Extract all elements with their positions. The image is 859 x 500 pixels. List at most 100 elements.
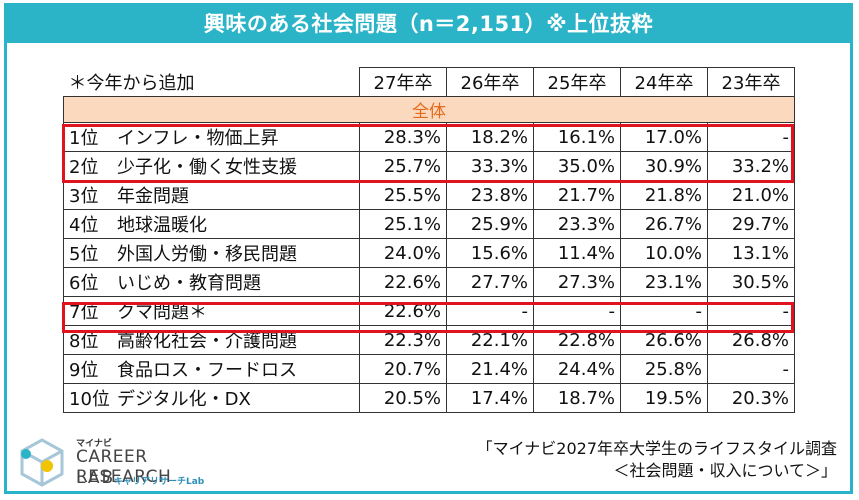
- row-value: 20.5%: [359, 383, 447, 413]
- row-category: 9位 食品ロス・フードロス: [63, 354, 360, 384]
- table-row: 4位 地球温暖化 25.1% 25.9% 23.3% 26.7% 29.7%: [63, 209, 795, 239]
- row-rank: 5位: [69, 244, 99, 265]
- row-value: 23.1%: [620, 267, 708, 297]
- table-row: 5位 外国人労働・移民問題 24.0% 15.6% 11.4% 10.0% 13.1%: [63, 238, 795, 268]
- row-value: 17.0%: [620, 122, 708, 152]
- row-category: 10位 デジタル化・DX: [63, 383, 360, 413]
- row-value: 11.4%: [533, 238, 621, 268]
- row-value: 25.9%: [446, 209, 534, 239]
- row-label: インフレ・物価上昇: [117, 128, 279, 149]
- row-value: -: [707, 354, 795, 384]
- row-value: 26.8%: [707, 325, 795, 355]
- row-value: 22.6%: [359, 267, 447, 297]
- table-row: 1位 インフレ・物価上昇 28.3% 18.2% 16.1% 17.0% -: [63, 122, 795, 152]
- column-header: 23年卒: [707, 67, 795, 97]
- table-row: 9位 食品ロス・フードロス 20.7% 21.4% 24.4% 25.8% -: [63, 354, 795, 384]
- row-value: 24.0%: [359, 238, 447, 268]
- row-label: デジタル化・DX: [117, 389, 251, 410]
- row-value: 22.6%: [359, 296, 447, 326]
- row-value: -: [707, 122, 795, 152]
- cube-logo-icon: [20, 438, 64, 487]
- row-value: 26.6%: [620, 325, 708, 355]
- row-value: 13.1%: [707, 238, 795, 268]
- row-value: 25.1%: [359, 209, 447, 239]
- row-category: 6位 いじめ・教育問題: [63, 267, 360, 297]
- row-category: 2位 少子化・働く女性支援: [63, 151, 360, 181]
- table-row: 3位 年金問題 25.5% 23.8% 21.7% 21.8% 21.0%: [63, 180, 795, 210]
- column-header: 26年卒: [446, 67, 534, 97]
- row-value: 17.4%: [446, 383, 534, 413]
- row-value: 27.7%: [446, 267, 534, 297]
- row-value: 23.8%: [446, 180, 534, 210]
- source-note: 「マイナビ2027年卒大学生のライフスタイル調査 ＜社会問題・収入について＞」: [477, 438, 837, 482]
- row-label: いじめ・教育問題: [117, 273, 261, 294]
- header-row: ＊今年から追加 27年卒 26年卒 25年卒 24年卒 23年卒: [63, 67, 795, 97]
- row-value: 15.6%: [446, 238, 534, 268]
- row-category: 3位 年金問題: [63, 180, 360, 210]
- row-rank: 8位: [69, 331, 99, 352]
- column-header: 24年卒: [620, 67, 708, 97]
- row-rank: 9位: [69, 360, 99, 381]
- row-value: 18.2%: [446, 122, 534, 152]
- source-line2: ＜社会問題・収入について＞」: [613, 461, 837, 480]
- row-category: 7位 クマ問題＊: [63, 296, 360, 326]
- section-row: 全体: [63, 96, 795, 123]
- row-value: 19.5%: [620, 383, 708, 413]
- row-value: 21.7%: [533, 180, 621, 210]
- logo-sub: キャリアリサーチLab: [114, 477, 205, 487]
- row-value: 25.5%: [359, 180, 447, 210]
- row-value: 20.3%: [707, 383, 795, 413]
- row-value: 18.7%: [533, 383, 621, 413]
- row-value: 33.2%: [707, 151, 795, 181]
- logo-line1: CAREER RESEARCH: [76, 447, 172, 487]
- row-value: -: [707, 296, 795, 326]
- row-value: 24.4%: [533, 354, 621, 384]
- page-title: 興味のある社会問題（n＝2,151）※上位抜粋: [4, 3, 853, 43]
- row-rank: 3位: [69, 186, 99, 207]
- table-row: 2位 少子化・働く女性支援 25.7% 33.3% 35.0% 30.9% 33.2%: [63, 151, 795, 181]
- row-value: -: [446, 296, 534, 326]
- column-header: 25年卒: [533, 67, 621, 97]
- row-label: クマ問題＊: [117, 302, 207, 323]
- row-value: 20.7%: [359, 354, 447, 384]
- row-category: 4位 地球温暖化: [63, 209, 360, 239]
- row-value: 10.0%: [620, 238, 708, 268]
- row-rank: 4位: [69, 215, 99, 236]
- row-value: 30.5%: [707, 267, 795, 297]
- row-value: 21.4%: [446, 354, 534, 384]
- row-value: -: [533, 296, 621, 326]
- row-value: 33.3%: [446, 151, 534, 181]
- source-line1: 「マイナビ2027年卒大学生のライフスタイル調査: [476, 439, 837, 458]
- row-value: 35.0%: [533, 151, 621, 181]
- row-rank: 1位: [69, 128, 99, 149]
- logo-brand: マイナビ: [76, 439, 112, 449]
- row-label: 高齢化社会・介護問題: [117, 331, 297, 352]
- section-label: 全体: [63, 96, 795, 123]
- row-label: 少子化・働く女性支援: [117, 157, 297, 178]
- row-value: 21.8%: [620, 180, 708, 210]
- row-rank: 2位: [69, 157, 99, 178]
- table-row: 6位 いじめ・教育問題 22.6% 27.7% 27.3% 23.1% 30.5%: [63, 267, 795, 297]
- table-row: 10位 デジタル化・DX 20.5% 17.4% 18.7% 19.5% 20.3%: [63, 383, 795, 413]
- row-rank: 10位: [69, 389, 110, 410]
- table-note: ＊今年から追加: [63, 67, 360, 97]
- row-value: 22.3%: [359, 325, 447, 355]
- row-category: 1位 インフレ・物価上昇: [63, 122, 360, 152]
- row-rank: 6位: [69, 273, 99, 294]
- row-label: 年金問題: [117, 186, 189, 207]
- row-value: 23.3%: [533, 209, 621, 239]
- row-label: 外国人労働・移民問題: [117, 244, 297, 265]
- table-row: 8位 高齢化社会・介護問題 22.3% 22.1% 22.8% 26.6% 26.8%: [63, 325, 795, 355]
- row-value: 27.3%: [533, 267, 621, 297]
- logo: マイナビ CAREER RESEARCH LAB キャリアリサーチLab: [14, 434, 234, 490]
- row-category: 8位 高齢化社会・介護問題: [63, 325, 360, 355]
- row-value: 22.1%: [446, 325, 534, 355]
- row-value: 25.8%: [620, 354, 708, 384]
- row-value: 25.7%: [359, 151, 447, 181]
- row-label: 食品ロス・フードロス: [117, 360, 297, 381]
- row-category: 5位 外国人労働・移民問題: [63, 238, 360, 268]
- row-value: 26.7%: [620, 209, 708, 239]
- row-value: 30.9%: [620, 151, 708, 181]
- row-value: 22.8%: [533, 325, 621, 355]
- data-table: ＊今年から追加 27年卒 26年卒 25年卒 24年卒 23年卒 全体 1位 インフレ・物価上昇…: [63, 67, 795, 413]
